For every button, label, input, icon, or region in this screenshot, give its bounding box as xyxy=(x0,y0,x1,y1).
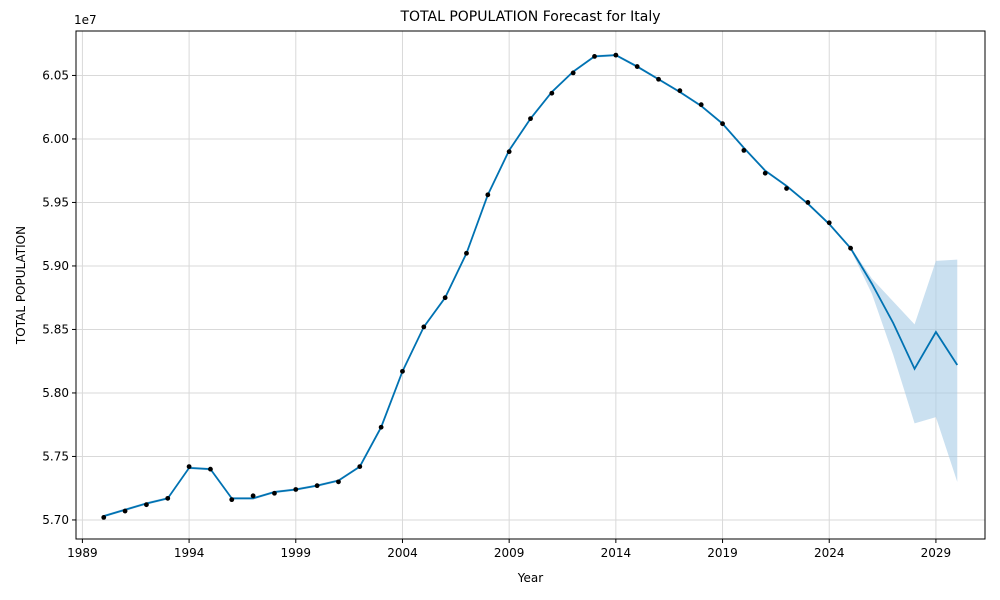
observed-point xyxy=(485,192,491,198)
observed-point xyxy=(506,149,512,155)
observed-point xyxy=(848,245,853,251)
observed-point xyxy=(528,116,533,122)
x-tick-label: 1994 xyxy=(174,546,205,560)
y-tick-label: 6.05 xyxy=(42,68,69,82)
observed-point xyxy=(250,493,256,499)
observed-point xyxy=(293,487,299,492)
observed-point xyxy=(400,368,405,374)
observed-point xyxy=(570,70,576,76)
x-tick-label: 1989 xyxy=(67,546,98,560)
observed-point xyxy=(101,515,107,520)
observed-point xyxy=(378,424,384,430)
x-tick-label: 2009 xyxy=(494,546,525,560)
observed-point xyxy=(357,464,363,470)
observed-point xyxy=(613,52,619,58)
observed-point xyxy=(741,147,747,153)
y-tick-label: 5.95 xyxy=(42,195,69,209)
observed-point xyxy=(314,483,320,489)
y-tick-label: 5.75 xyxy=(42,449,69,463)
observed-point xyxy=(762,170,768,176)
y-tick-label: 5.70 xyxy=(42,513,69,527)
y-tick-label: 5.85 xyxy=(42,322,69,336)
observed-point xyxy=(592,54,597,59)
y-axis-ticks: 5.70 5.75 5.80 5.85 5.90 5.95 6.00 6.05 xyxy=(42,68,76,527)
observed-point xyxy=(144,502,149,508)
y-axis-label: TOTAL POPULATION xyxy=(14,226,28,345)
y-tick-label: 6.00 xyxy=(42,132,69,146)
observed-point xyxy=(826,220,832,226)
observed-point xyxy=(805,200,811,205)
observed-point xyxy=(677,88,683,94)
x-tick-label: 2024 xyxy=(814,546,845,560)
observed-points xyxy=(101,52,853,520)
observed-point xyxy=(698,102,704,108)
observed-point xyxy=(229,497,235,503)
x-tick-label: 2014 xyxy=(601,546,632,560)
observed-point xyxy=(336,479,341,485)
x-axis-ticks: 1989 1994 1999 2004 2009 2014 2019 2024 2029 xyxy=(67,539,951,560)
x-tick-label: 2004 xyxy=(387,546,418,560)
observed-point xyxy=(186,464,192,470)
chart-title: TOTAL POPULATION Forecast for Italy xyxy=(399,9,660,25)
y-axis-offset-label: 1e7 xyxy=(74,13,97,27)
x-axis-label: Year xyxy=(517,571,543,585)
observed-point xyxy=(464,250,469,256)
x-tick-label: 1999 xyxy=(281,546,312,560)
plot-frame xyxy=(75,30,986,540)
observed-point xyxy=(656,76,661,82)
observed-point xyxy=(165,495,171,501)
x-tick-label: 2019 xyxy=(707,546,738,560)
y-tick-label: 5.80 xyxy=(42,386,69,400)
observed-point xyxy=(784,186,789,191)
observed-point xyxy=(208,466,213,472)
observed-point xyxy=(720,121,725,127)
observed-point xyxy=(442,295,448,301)
observed-point xyxy=(421,324,427,330)
grid-lines xyxy=(76,31,985,539)
observed-point xyxy=(634,64,640,69)
x-tick-label: 2029 xyxy=(921,546,952,560)
observed-point xyxy=(122,508,128,514)
observed-point xyxy=(272,490,277,496)
observed-point xyxy=(549,90,555,96)
y-tick-label: 5.90 xyxy=(42,259,69,273)
